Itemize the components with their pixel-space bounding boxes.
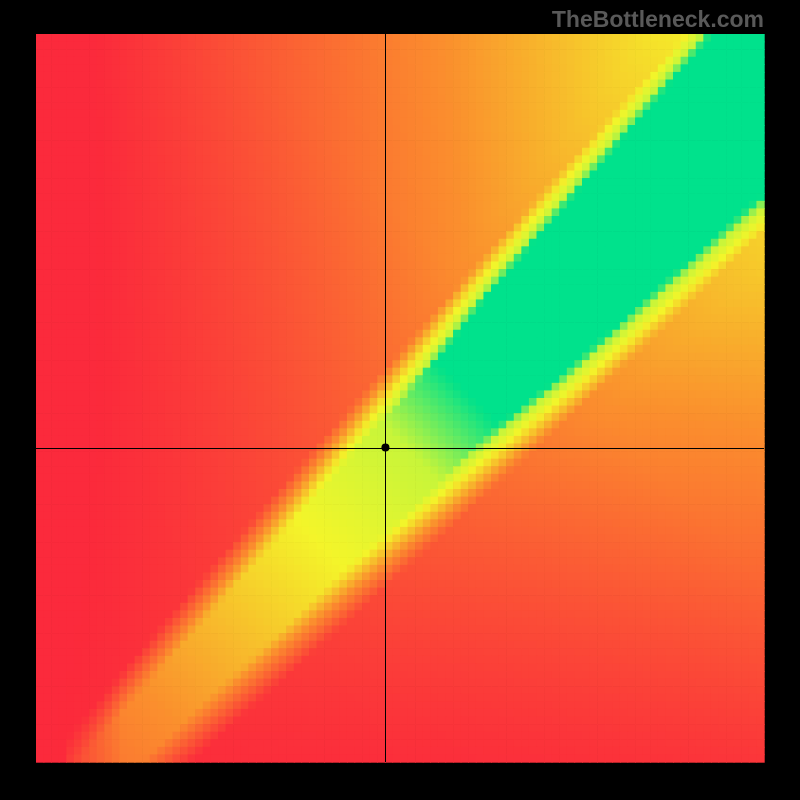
heatmap-canvas <box>0 0 800 800</box>
watermark-text: TheBottleneck.com <box>552 6 764 33</box>
chart-container: TheBottleneck.com <box>0 0 800 800</box>
